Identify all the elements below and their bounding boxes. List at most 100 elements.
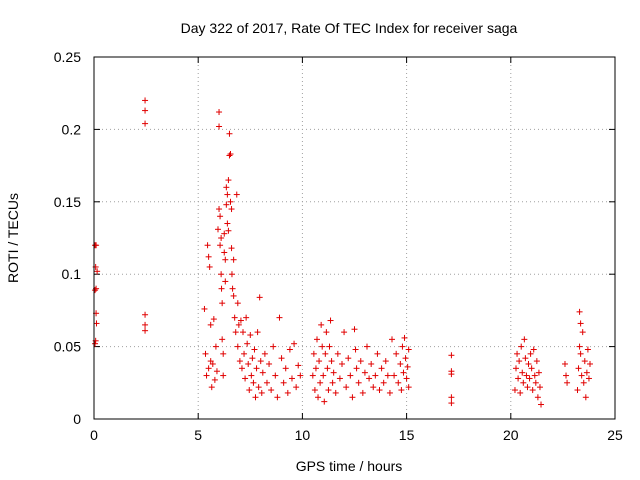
data-point-marker [244, 340, 251, 347]
data-point-marker [448, 352, 455, 359]
data-point-marker [94, 268, 101, 275]
data-point-marker [219, 300, 226, 307]
data-point-marker [214, 226, 221, 233]
data-point-marker [580, 379, 587, 386]
data-point-marker [142, 107, 149, 114]
data-point-marker [204, 242, 211, 249]
data-point-marker [225, 177, 232, 184]
data-point-marker [389, 336, 396, 343]
data-point-marker [231, 314, 238, 321]
data-point-marker [399, 343, 406, 350]
data-point-marker [288, 375, 295, 382]
data-point-marker [222, 256, 229, 263]
data-point-marker [225, 227, 232, 234]
data-point-marker [520, 379, 527, 386]
data-point-marker [384, 372, 391, 379]
data-point-marker [538, 401, 545, 408]
data-point-marker [370, 384, 377, 391]
data-point-marker [205, 365, 212, 372]
data-point-marker [286, 346, 293, 353]
data-point-marker [226, 130, 233, 137]
data-point-marker [581, 358, 588, 365]
data-point-marker [207, 321, 214, 328]
data-point-marker [221, 230, 228, 237]
data-point-marker [338, 360, 345, 367]
data-point-marker [142, 120, 149, 127]
data-point-marker [228, 206, 235, 213]
data-point-marker [243, 314, 250, 321]
data-point-marker [311, 387, 318, 394]
data-point-marker [529, 387, 536, 394]
data-point-marker [382, 358, 389, 365]
data-point-marker [578, 372, 585, 379]
data-point-marker [329, 379, 336, 386]
data-point-marker [227, 151, 234, 158]
data-point-marker [282, 365, 289, 372]
data-point-marker [364, 343, 371, 350]
data-point-marker [532, 379, 539, 386]
data-points [92, 97, 593, 408]
data-point-marker [332, 389, 339, 396]
data-point-marker [357, 358, 364, 365]
data-point-marker [514, 350, 521, 357]
data-point-marker [577, 320, 584, 327]
data-point-marker [213, 368, 220, 375]
data-point-marker [380, 379, 387, 386]
data-point-marker [351, 326, 358, 333]
data-point-marker [235, 321, 242, 328]
data-point-marker [228, 271, 235, 278]
data-point-marker [334, 350, 341, 357]
data-point-marker [284, 389, 291, 396]
data-point-marker [216, 123, 223, 130]
data-point-marker [250, 379, 257, 386]
data-point-marker [280, 379, 287, 386]
data-point-marker [278, 355, 285, 362]
data-point-marker [402, 355, 409, 362]
data-point-marker [324, 365, 331, 372]
y-tick-label: 0.25 [54, 49, 81, 65]
y-axis-title: ROTI / TECUs [5, 193, 21, 283]
data-point-marker [584, 346, 591, 353]
data-point-marker [522, 355, 529, 362]
data-point-marker [531, 372, 538, 379]
data-point-marker [582, 394, 589, 401]
data-point-marker [515, 375, 522, 382]
data-point-marker [530, 346, 537, 353]
data-point-marker [511, 387, 518, 394]
data-point-marker [226, 152, 233, 159]
data-point-marker [561, 360, 568, 367]
data-point-marker [312, 365, 319, 372]
data-point-marker [216, 109, 223, 116]
data-point-marker [218, 285, 225, 292]
data-point-marker [248, 372, 255, 379]
data-point-marker [206, 263, 213, 270]
data-point-marker [93, 320, 100, 327]
data-point-marker [579, 329, 586, 336]
x-axis: 0 5 10 15 20 25 [90, 57, 623, 443]
data-point-marker [355, 379, 362, 386]
data-point-marker [345, 355, 352, 362]
data-point-marker [318, 321, 325, 328]
data-point-marker [521, 336, 528, 343]
data-point-marker [229, 285, 236, 292]
data-point-marker [523, 372, 530, 379]
data-point-marker [217, 242, 224, 249]
data-point-marker [209, 360, 216, 367]
data-point-marker [255, 384, 262, 391]
data-point-marker [372, 372, 379, 379]
data-point-marker [577, 350, 584, 357]
data-point-marker [310, 350, 317, 357]
data-point-marker [391, 372, 398, 379]
data-point-marker [316, 358, 323, 365]
data-point-marker [202, 350, 209, 357]
data-point-marker [218, 271, 225, 278]
data-point-marker [525, 360, 532, 367]
y-tick-label: 0.1 [62, 266, 82, 282]
data-point-marker [317, 379, 324, 386]
data-point-marker [313, 336, 320, 343]
data-point-marker [291, 340, 298, 347]
data-point-marker [405, 384, 412, 391]
data-point-marker [276, 314, 283, 321]
data-point-marker [234, 343, 241, 350]
data-point-marker [217, 213, 224, 220]
